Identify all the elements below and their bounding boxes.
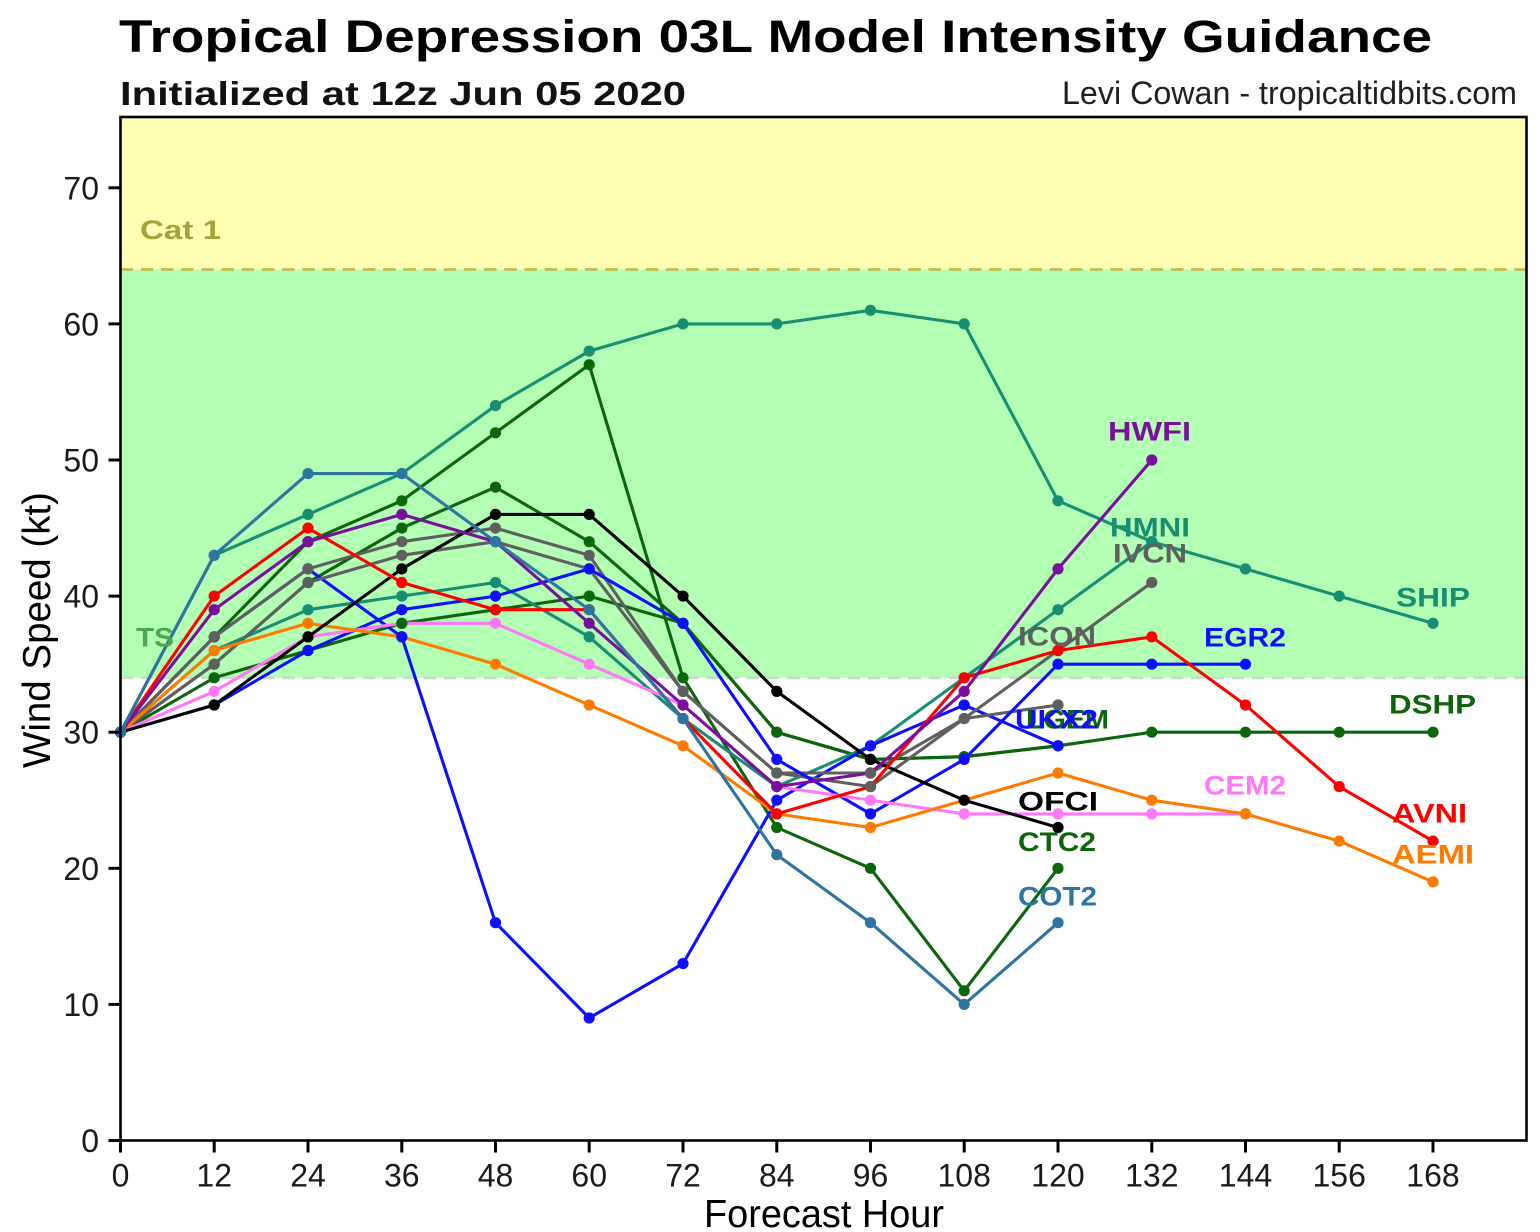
svg-text:AEMI: AEMI	[1392, 840, 1474, 870]
svg-text:Wind Speed (kt): Wind Speed (kt)	[16, 492, 59, 768]
svg-text:60: 60	[571, 1158, 607, 1194]
svg-text:COT2: COT2	[1018, 882, 1097, 912]
svg-text:12: 12	[196, 1158, 232, 1194]
svg-text:84: 84	[759, 1158, 795, 1194]
svg-text:Forecast Hour: Forecast Hour	[704, 1193, 944, 1232]
svg-text:30: 30	[63, 715, 99, 751]
svg-text:132: 132	[1125, 1158, 1178, 1194]
svg-text:20: 20	[63, 851, 99, 887]
svg-text:IVCN: IVCN	[1113, 539, 1187, 569]
svg-text:LGEM: LGEM	[1026, 705, 1109, 735]
svg-text:24: 24	[290, 1158, 326, 1194]
svg-text:Cat 1: Cat 1	[140, 215, 221, 245]
svg-text:50: 50	[63, 443, 99, 479]
svg-text:108: 108	[938, 1158, 991, 1194]
svg-text:10: 10	[63, 987, 99, 1023]
svg-text:UKX2: UKX2	[1015, 705, 1098, 735]
svg-text:HWFI: HWFI	[1108, 417, 1191, 447]
svg-text:72: 72	[665, 1158, 701, 1194]
svg-text:168: 168	[1406, 1158, 1459, 1194]
svg-text:SHIP: SHIP	[1396, 583, 1470, 613]
svg-text:144: 144	[1219, 1158, 1272, 1194]
svg-text:HMNI: HMNI	[1110, 513, 1190, 543]
svg-text:70: 70	[63, 170, 99, 206]
svg-text:CTC2: CTC2	[1018, 827, 1096, 857]
svg-text:120: 120	[1031, 1158, 1084, 1194]
svg-text:96: 96	[853, 1158, 889, 1194]
svg-text:TS: TS	[136, 623, 174, 653]
svg-text:40: 40	[63, 579, 99, 615]
svg-text:AVNI: AVNI	[1392, 799, 1467, 829]
svg-text:Initialized at 12z Jun 05 2020: Initialized at 12z Jun 05 2020	[120, 75, 686, 112]
svg-text:CEM2: CEM2	[1204, 771, 1286, 801]
svg-text:Tropical Depression 03L Model: Tropical Depression 03L Model Intensity …	[119, 11, 1432, 62]
svg-text:DSHP: DSHP	[1389, 690, 1476, 720]
svg-text:ICON: ICON	[1018, 622, 1096, 652]
svg-text:156: 156	[1313, 1158, 1366, 1194]
svg-text:0: 0	[81, 1123, 99, 1159]
svg-text:36: 36	[384, 1158, 420, 1194]
svg-text:Levi Cowan - tropicaltidbits.c: Levi Cowan - tropicaltidbits.com	[1062, 75, 1517, 111]
svg-text:0: 0	[112, 1158, 130, 1194]
svg-text:60: 60	[63, 306, 99, 342]
svg-text:EGR2: EGR2	[1204, 623, 1286, 653]
svg-text:48: 48	[478, 1158, 514, 1194]
svg-text:OFCI: OFCI	[1018, 787, 1098, 817]
